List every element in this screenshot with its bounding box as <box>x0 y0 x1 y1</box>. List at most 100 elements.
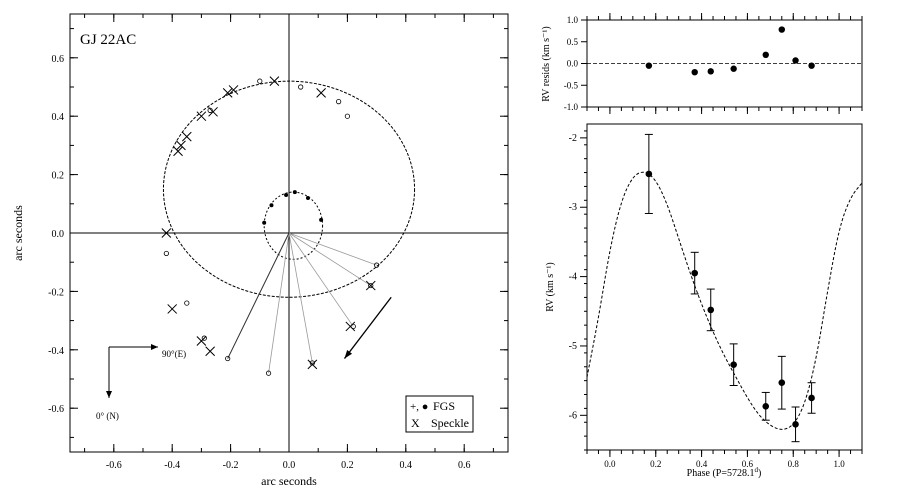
fgs-inner-point <box>269 203 274 208</box>
rv-x-axis-title-sup: d <box>755 466 759 474</box>
rv-x-tick-label: 0.0 <box>604 459 616 469</box>
rv-x-tick-label: 0.2 <box>650 459 661 469</box>
fgs-inner-point <box>284 193 289 198</box>
orbit-y-tick-label: -0.6 <box>48 404 64 415</box>
fgs-inner-point <box>292 190 297 195</box>
orbit-y-axis-title: arc seconds <box>11 205 25 261</box>
compass-north-label: 0° (N) <box>96 411 119 421</box>
rv-x-axis-title-main: Phase (P=5728.1 <box>687 468 755 479</box>
star-name-label: GJ 22AC <box>80 32 136 48</box>
resid-point <box>762 51 769 58</box>
rv-y-tick-label: -6 <box>569 410 577 421</box>
orbit-y-tick-label: -0.4 <box>48 346 64 357</box>
orbit-y-tick-label: -0.2 <box>48 287 64 298</box>
resid-y-tick-label: -0.5 <box>564 80 579 90</box>
speckle-point <box>269 76 280 87</box>
rv-x-tick-label: 0.6 <box>742 459 754 469</box>
resid-y-tick-label: -1.0 <box>564 102 579 112</box>
speckle-point <box>205 346 216 357</box>
fgs-outer-point <box>225 355 231 362</box>
speckle-point <box>176 140 186 151</box>
rv-x-tick-label: 0.4 <box>696 459 708 469</box>
fgs-outer-point <box>344 113 350 119</box>
resid-point <box>778 26 785 33</box>
speckle-point <box>208 106 218 117</box>
orbit-residual-line <box>268 232 290 374</box>
fgs-outer-point <box>350 323 356 330</box>
resid-y-tick-label: 0.0 <box>567 59 579 69</box>
fgs-outer-point <box>201 335 207 341</box>
speckle-point <box>228 85 239 95</box>
fgs-outer-point <box>368 282 374 289</box>
rv-curve-frame <box>586 123 863 451</box>
compass-north-arrowhead <box>106 391 112 398</box>
compass-east-label: 90°(E) <box>162 349 186 359</box>
orbit-residual-line <box>288 232 313 364</box>
fgs-outer-point <box>184 300 190 306</box>
rv-residuals-y-axis-title: RV resids (km s⁻¹) <box>541 26 552 101</box>
rv-point <box>762 403 770 410</box>
rv-x-axis-title-tail: ) <box>758 468 761 479</box>
orbit-residual-line-dark <box>227 232 290 359</box>
resid-y-tick-label: 0.5 <box>567 37 579 47</box>
resid-point <box>808 62 815 69</box>
rv-y-tick-label: -3 <box>569 202 577 213</box>
rv-x-tick-label: 1.0 <box>833 459 845 469</box>
rv-point <box>778 379 786 387</box>
legend-fgs-label: FGS <box>433 399 455 413</box>
resid-point <box>691 69 698 76</box>
fgs-outer-point <box>257 78 263 84</box>
orbit-direction-arrow <box>343 296 392 359</box>
orbit-plot: GJ 22AC arc seconds arc seconds -0.6 -0.4… <box>11 13 509 488</box>
rv-point <box>792 421 799 428</box>
rv-x-tick-label: 0.8 <box>788 459 800 469</box>
orbit-residual-line <box>288 232 354 327</box>
resid-point <box>730 65 737 72</box>
legend-speckle-label: Speckle <box>431 416 469 430</box>
speckle-point <box>173 146 183 157</box>
orbit-x-tick-label: -0.4 <box>164 460 180 471</box>
rv-residuals-plot: RV resids (km s⁻¹) -1.0 -0.5 0.0 0.5 1.0 <box>541 13 863 114</box>
speckle-point <box>365 280 376 291</box>
orbit-direction-arrowhead <box>344 349 353 359</box>
fgs-outer-point <box>163 250 169 257</box>
speckle-point <box>167 304 178 314</box>
orbit-x-axis-title: arc seconds <box>261 474 317 488</box>
resid-point <box>792 57 799 64</box>
rv-point <box>707 306 715 314</box>
rv-residuals-frame <box>586 19 863 108</box>
speckle-point <box>316 87 326 98</box>
fgs-inner-point <box>262 220 267 225</box>
resid-y-tick-label: 1.0 <box>567 15 579 25</box>
orbit-y-tick-label: 0.2 <box>52 171 65 182</box>
rv-point <box>808 394 815 402</box>
rv-model-curve <box>586 171 863 430</box>
speckle-point <box>181 131 192 142</box>
orbit-residual-line <box>288 232 371 286</box>
legend-speckle-symbol: X <box>411 416 420 430</box>
speckle-point <box>196 336 207 346</box>
fgs-outer-point <box>298 84 304 90</box>
orbit-y-tick-label: 0.4 <box>52 112 65 123</box>
fgs-outer-point <box>207 107 213 113</box>
resid-point <box>707 68 714 75</box>
compass-east-arrowhead <box>151 344 158 350</box>
orbit-x-tick-label: -0.6 <box>106 460 122 471</box>
fgs-inner-point <box>319 217 324 222</box>
rv-y-tick-label: -4 <box>569 272 577 283</box>
speckle-point <box>196 111 207 122</box>
legend-box <box>405 395 474 433</box>
rv-y-tick-label: -5 <box>569 341 577 352</box>
legend-fgs-symbol: +, ● <box>410 401 428 413</box>
compass: 90°(E) 0° (N) <box>96 344 186 421</box>
orbit-legend: +, ● FGS X Speckle <box>405 395 474 433</box>
orbit-residual-line <box>288 232 377 266</box>
rv-y-axis-title: RV (km s⁻¹) <box>545 262 556 312</box>
rv-point <box>691 269 699 277</box>
rv-y-tick-label: -2 <box>569 133 577 144</box>
speckle-point <box>345 321 356 332</box>
fgs-inner-point <box>305 195 310 200</box>
resid-point <box>645 62 653 69</box>
speckle-point <box>307 359 318 370</box>
